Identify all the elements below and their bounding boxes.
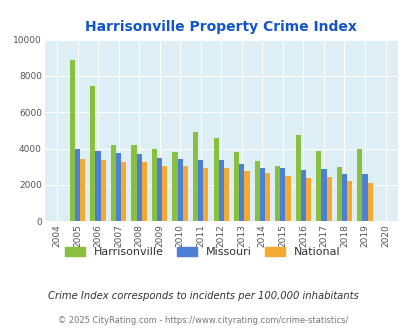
Bar bbox=[275, 166, 279, 221]
Legend: Harrisonville, Missouri, National: Harrisonville, Missouri, National bbox=[61, 242, 344, 262]
Bar bbox=[239, 164, 244, 221]
Bar bbox=[321, 169, 326, 221]
Bar bbox=[177, 159, 182, 221]
Bar bbox=[326, 177, 331, 221]
Bar bbox=[264, 173, 269, 221]
Text: Crime Index corresponds to incidents per 100,000 inhabitants: Crime Index corresponds to incidents per… bbox=[47, 291, 358, 301]
Bar bbox=[192, 132, 198, 221]
Bar bbox=[218, 160, 223, 221]
Bar bbox=[80, 159, 85, 221]
Bar bbox=[259, 168, 264, 221]
Bar bbox=[182, 166, 188, 221]
Bar bbox=[172, 152, 177, 221]
Bar bbox=[95, 151, 100, 221]
Bar bbox=[244, 171, 249, 221]
Bar bbox=[315, 151, 321, 221]
Bar bbox=[75, 148, 80, 221]
Bar bbox=[346, 181, 351, 221]
Bar bbox=[367, 183, 372, 221]
Bar bbox=[279, 168, 285, 221]
Bar bbox=[131, 145, 136, 221]
Bar bbox=[305, 178, 310, 221]
Bar bbox=[151, 148, 157, 221]
Bar bbox=[254, 161, 259, 221]
Bar bbox=[90, 86, 95, 221]
Bar bbox=[162, 166, 167, 221]
Bar bbox=[157, 158, 162, 221]
Bar bbox=[285, 176, 290, 221]
Bar bbox=[116, 153, 121, 221]
Bar bbox=[356, 148, 362, 221]
Bar bbox=[234, 152, 239, 221]
Bar bbox=[295, 135, 300, 221]
Bar bbox=[341, 174, 346, 221]
Bar bbox=[203, 168, 208, 221]
Text: © 2025 CityRating.com - https://www.cityrating.com/crime-statistics/: © 2025 CityRating.com - https://www.city… bbox=[58, 316, 347, 325]
Bar bbox=[136, 154, 141, 221]
Bar bbox=[213, 138, 218, 221]
Bar bbox=[141, 162, 147, 221]
Bar bbox=[100, 160, 105, 221]
Bar bbox=[111, 145, 116, 221]
Bar bbox=[70, 59, 75, 221]
Bar bbox=[198, 160, 203, 221]
Bar bbox=[300, 170, 305, 221]
Title: Harrisonville Property Crime Index: Harrisonville Property Crime Index bbox=[85, 20, 356, 34]
Bar bbox=[336, 167, 341, 221]
Bar bbox=[362, 174, 367, 221]
Bar bbox=[121, 162, 126, 221]
Bar bbox=[223, 168, 228, 221]
